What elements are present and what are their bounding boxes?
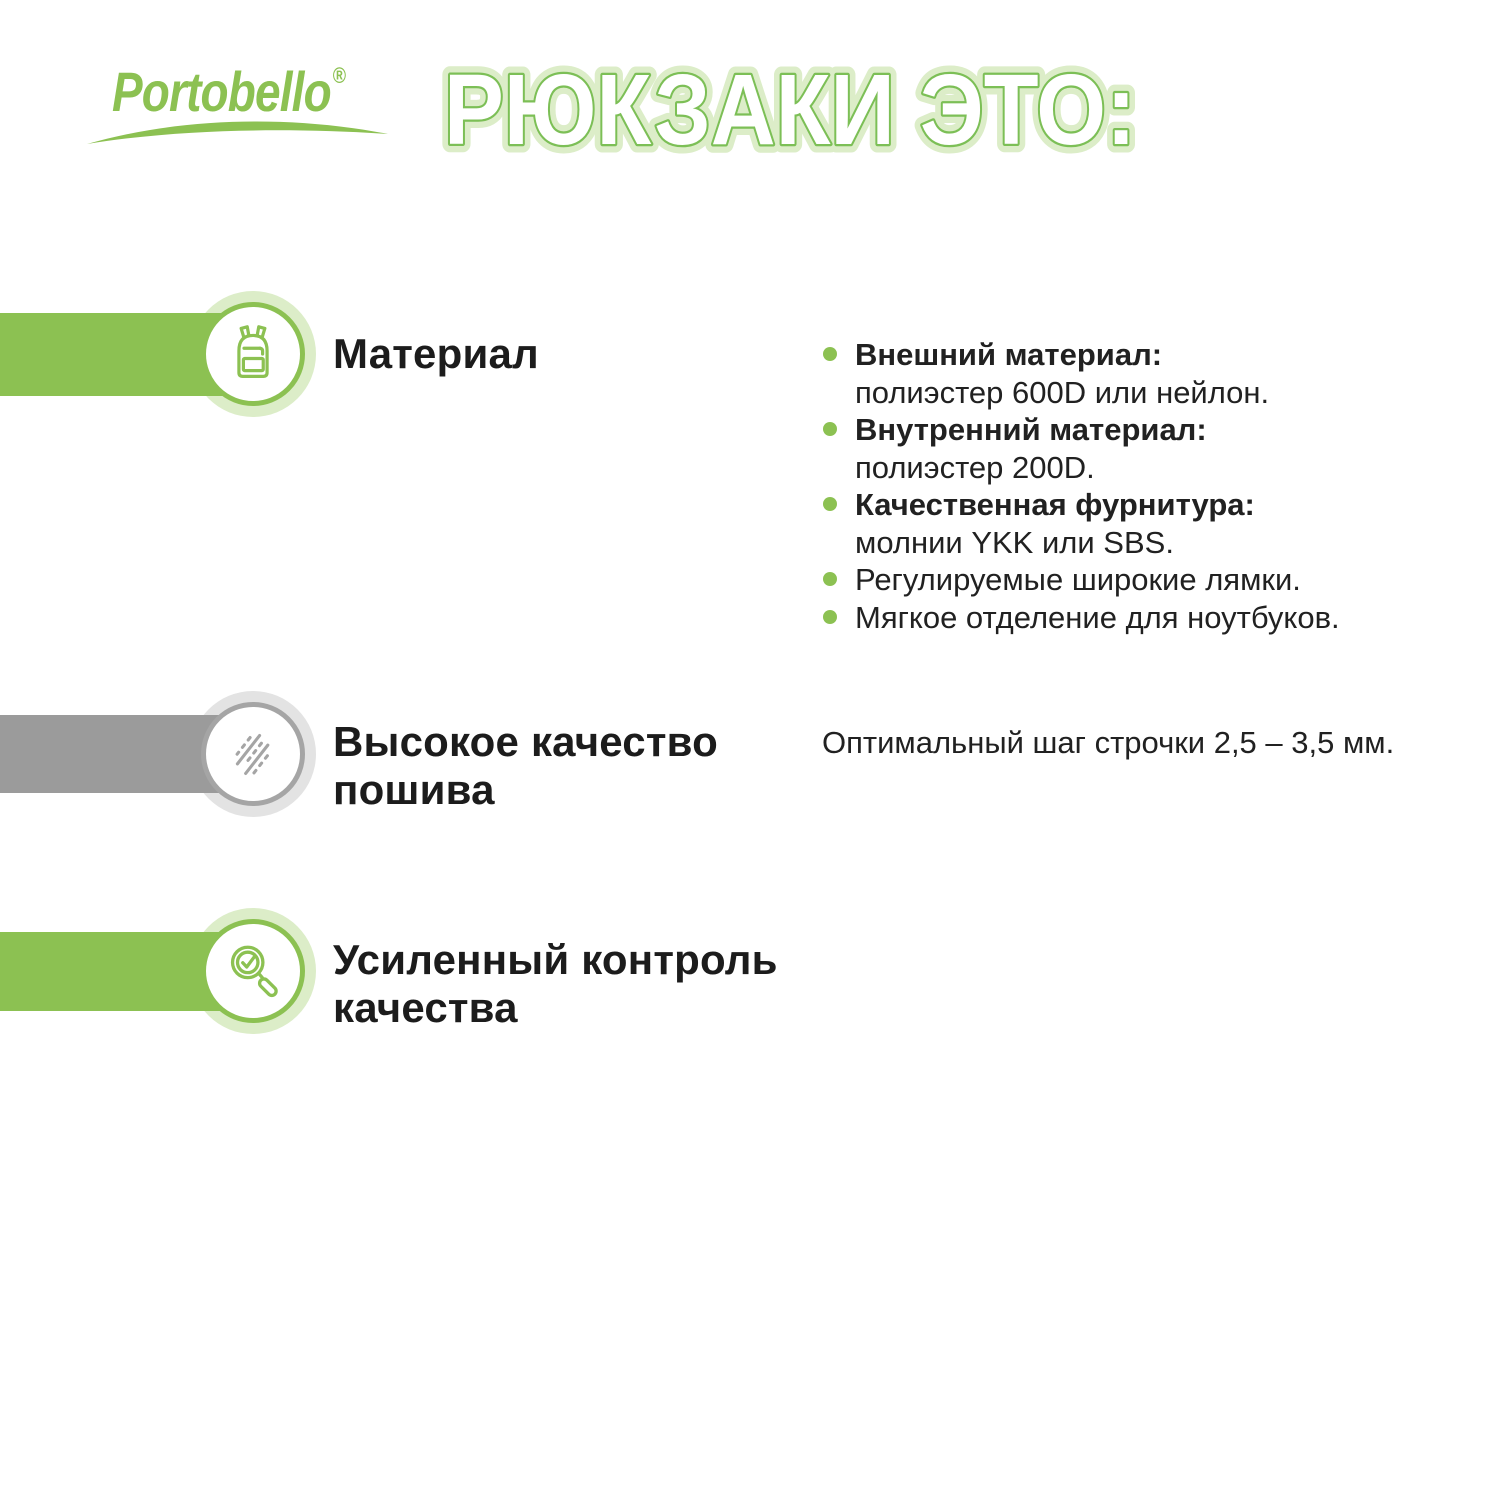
- bullet-text: Мягкое отделение для ноутбуков.: [855, 599, 1340, 635]
- bullet-text: молнии YKK или SBS.: [855, 524, 1174, 560]
- page-title: РЮКЗАКИ ЭТО: РЮКЗАКИ ЭТО:: [436, 46, 1145, 175]
- bullet-text: полиэстер 200D.: [855, 449, 1095, 485]
- section-heading-control: Усиленный контроль качества: [333, 936, 778, 1031]
- bullet-dot: [823, 572, 837, 586]
- bullet-dot: [823, 609, 837, 624]
- list-item: Качественная фурнитура: молнии YKK или S…: [820, 486, 1400, 561]
- logo-swoosh-icon: [87, 121, 388, 144]
- list-item: Внутренний материал: полиэстер 200D.: [820, 411, 1400, 486]
- page-title-halo: РЮКЗАКИ ЭТО:: [444, 54, 1136, 166]
- icon-circle: [201, 302, 305, 406]
- list-item: Регулируемые широкие лямки.: [820, 561, 1400, 599]
- bullet-dot: [823, 422, 837, 436]
- stitches-icon: [235, 733, 270, 778]
- sewing-note: Оптимальный шаг строчки 2,5 – 3,5 мм.: [822, 725, 1395, 760]
- bullet-lead: Внутренний материал:: [855, 412, 1207, 447]
- bullet-dot: [823, 347, 837, 361]
- icon-circle: [201, 702, 305, 806]
- magnifier-check-icon: [230, 945, 278, 998]
- list-item: Внешний материал: полиэстер 600D или ней…: [820, 336, 1400, 411]
- material-bullet-list: Внешний материал: полиэстер 600D или ней…: [820, 336, 1400, 636]
- logo-text: Portobello: [112, 60, 332, 123]
- portobello-logo: Portobello®: [112, 63, 346, 120]
- registered-mark: ®: [332, 63, 345, 88]
- bullet-text: Регулируемые широкие лямки.: [855, 562, 1301, 597]
- bullet-text: полиэстер 600D или нейлон.: [855, 374, 1270, 410]
- list-item: Мягкое отделение для ноутбуков.: [820, 599, 1400, 637]
- backpack-icon: [237, 325, 269, 378]
- page-title-text: РЮКЗАКИ ЭТО:: [444, 54, 1136, 166]
- bullet-lead: Качественная фурнитура:: [855, 487, 1255, 522]
- bullet-lead: Внешний материал:: [855, 337, 1163, 372]
- section-heading-material: Материал: [333, 330, 539, 377]
- icon-circle: [201, 919, 305, 1023]
- section-heading-sewing: Высокое качество пошива: [333, 718, 718, 813]
- bullet-dot: [823, 497, 837, 511]
